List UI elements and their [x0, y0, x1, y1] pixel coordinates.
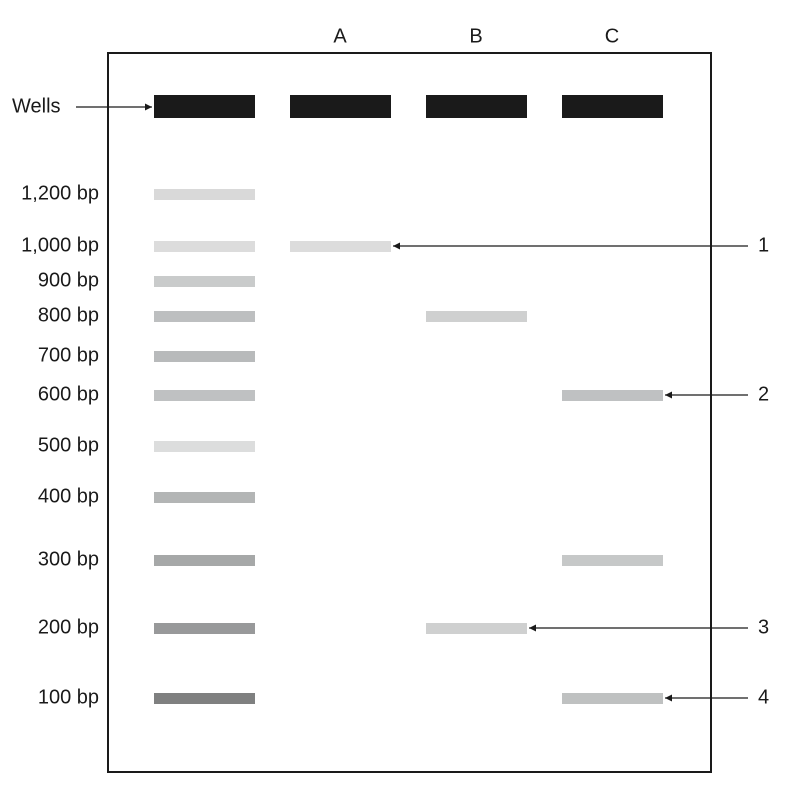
- ladder-label: 900 bp: [38, 269, 99, 291]
- ladder-labels: 1,200 bp 1,000 bp 900 bp 800 bp 700 bp 6…: [21, 182, 99, 708]
- ladder-label: 500 bp: [38, 434, 99, 456]
- callout-number: 1: [758, 234, 769, 256]
- callout-number: 4: [758, 686, 769, 708]
- ladder-label: 800 bp: [38, 304, 99, 326]
- ladder-label: 100 bp: [38, 686, 99, 708]
- ladder-bands: [154, 189, 255, 704]
- ladder-label: 300 bp: [38, 548, 99, 570]
- ladder-label: 1,200 bp: [21, 182, 99, 204]
- gel-frame: [107, 52, 712, 773]
- sample-bands: [290, 241, 663, 704]
- lane-label: B: [469, 25, 482, 47]
- ladder-label: 700 bp: [38, 344, 99, 366]
- lane-label: A: [333, 25, 347, 47]
- callout-number: 2: [758, 383, 769, 405]
- callout-number: 3: [758, 616, 769, 638]
- callouts: 1 2 3 4: [393, 234, 769, 708]
- ladder-label: 400 bp: [38, 485, 99, 507]
- ladder-label: 200 bp: [38, 616, 99, 638]
- lane-label: C: [605, 25, 619, 47]
- wells-label: Wells: [12, 95, 61, 117]
- ladder-label: 600 bp: [38, 383, 99, 405]
- wells: [154, 95, 663, 118]
- ladder-label: 1,000 bp: [21, 234, 99, 256]
